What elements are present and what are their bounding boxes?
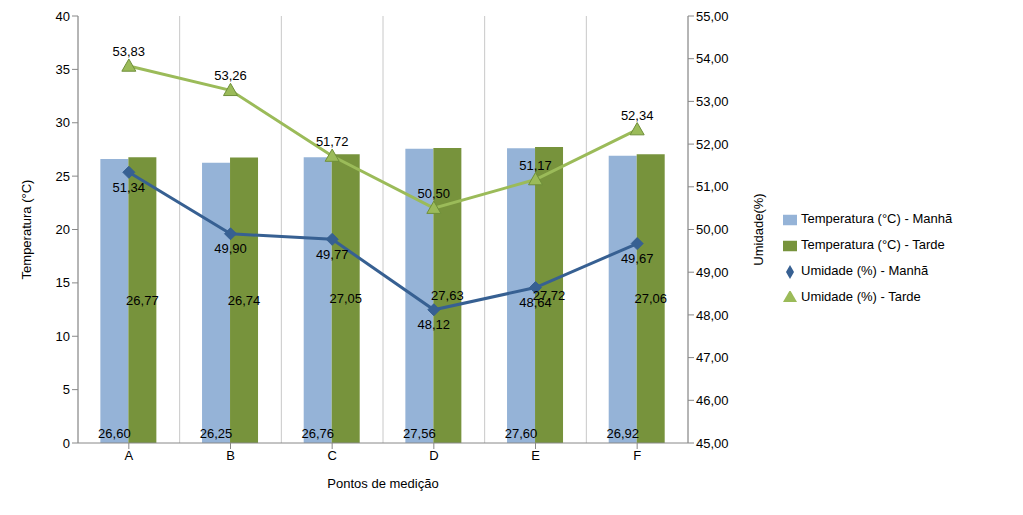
html-text:Temperatura (°C) - Manhã: Temperatura (°C) - Manhã	[801, 211, 953, 226]
svg-text:47,00: 47,00	[696, 350, 729, 365]
svg-text:B: B	[226, 448, 235, 463]
svg-text:F: F	[633, 448, 641, 463]
svg-text:51,72: 51,72	[316, 134, 349, 149]
svg-text:27,56: 27,56	[403, 426, 436, 441]
svg-text:A: A	[124, 448, 133, 463]
svg-text:50,50: 50,50	[418, 186, 451, 201]
svg-text:E: E	[531, 448, 540, 463]
svg-text:27,06: 27,06	[634, 291, 667, 306]
html-text:Temperatura (°C) - Tarde: Temperatura (°C) - Tarde	[801, 237, 945, 252]
svg-text:49,67: 49,67	[621, 251, 654, 266]
svg-text:25: 25	[56, 169, 70, 184]
svg-text:10: 10	[56, 329, 70, 344]
svg-text:26,77: 26,77	[126, 293, 159, 308]
svg-text:53,00: 53,00	[696, 94, 729, 109]
svg-text:46,00: 46,00	[696, 393, 729, 408]
svg-text:20: 20	[56, 222, 70, 237]
svg-text:49,90: 49,90	[214, 241, 247, 256]
svg-text:55,00: 55,00	[696, 9, 729, 24]
svg-text:Pontos de medição: Pontos de medição	[327, 476, 438, 491]
svg-text:35: 35	[56, 62, 70, 77]
svg-text:51,00: 51,00	[696, 179, 729, 194]
svg-text:Umidade(%): Umidade(%)	[751, 193, 766, 265]
svg-text:45,00: 45,00	[696, 436, 729, 451]
svg-text:53,26: 53,26	[214, 68, 247, 83]
svg-text:48,00: 48,00	[696, 308, 729, 323]
svg-text:27,60: 27,60	[505, 426, 538, 441]
svg-text:40: 40	[56, 9, 70, 24]
svg-text:48,12: 48,12	[418, 317, 451, 332]
svg-text:50,00: 50,00	[696, 222, 729, 237]
svg-text:53,83: 53,83	[113, 44, 146, 59]
svg-text:D: D	[429, 448, 438, 463]
svg-text:48,64: 48,64	[519, 295, 552, 310]
svg-text:15: 15	[56, 275, 70, 290]
svg-text:Temperatura (°C): Temperatura (°C)	[19, 180, 34, 280]
svg-text:52,34: 52,34	[621, 108, 654, 123]
svg-text:51,17: 51,17	[519, 158, 552, 173]
svg-text:51,34: 51,34	[113, 180, 146, 195]
svg-text:30: 30	[56, 115, 70, 130]
svg-text:26,92: 26,92	[606, 426, 639, 441]
svg-text:26,60: 26,60	[98, 426, 131, 441]
svg-text:26,74: 26,74	[228, 293, 261, 308]
svg-text:54,00: 54,00	[696, 51, 729, 66]
svg-text:26,25: 26,25	[200, 426, 233, 441]
svg-text:C: C	[327, 448, 336, 463]
svg-text:49,00: 49,00	[696, 265, 729, 280]
svg-text:26,76: 26,76	[301, 426, 334, 441]
svg-text:27,05: 27,05	[329, 291, 362, 306]
svg-text:27,63: 27,63	[431, 288, 464, 303]
svg-text:0: 0	[63, 436, 70, 451]
svg-text:52,00: 52,00	[696, 137, 729, 152]
html-text:Umidade (%) - Tarde: Umidade (%) - Tarde	[801, 289, 921, 304]
svg-text:5: 5	[63, 382, 70, 397]
svg-text:49,77: 49,77	[316, 247, 349, 262]
html-text:Umidade (%) - Manhã: Umidade (%) - Manhã	[801, 263, 929, 278]
